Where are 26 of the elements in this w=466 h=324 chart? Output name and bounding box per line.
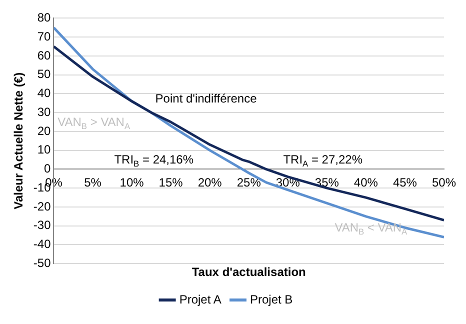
y-tick-label: 10 xyxy=(37,142,52,157)
x-tick-label: 10% xyxy=(120,176,144,190)
x-tick-label: 25% xyxy=(236,176,262,190)
legend-label: Projet A xyxy=(179,292,222,306)
y-tick-label: 30 xyxy=(37,104,52,119)
y-axis-title: Valeur Actuelle Nette (€) xyxy=(12,72,26,210)
y-tick-label: -20 xyxy=(33,199,52,214)
y-tick-label: 60 xyxy=(37,48,52,62)
y-tick-label: -50 xyxy=(33,256,52,270)
x-tick-label: 40% xyxy=(354,176,378,190)
y-tick-label: -40 xyxy=(33,237,52,252)
x-tick-label: 15% xyxy=(158,176,184,190)
y-tick-label: 40 xyxy=(37,86,52,100)
y-tick-label: 20 xyxy=(37,124,52,138)
legend-label: Projet B xyxy=(250,292,293,306)
y-tick-label: -30 xyxy=(33,218,52,232)
x-tick-label: 50% xyxy=(432,176,456,190)
x-tick-label: 20% xyxy=(198,176,222,190)
y-tick-label: 50 xyxy=(37,67,52,82)
y-tick-label: 0 xyxy=(44,162,52,176)
annotation: Point d'indifférence xyxy=(155,92,258,106)
y-tick-label: 80 xyxy=(37,10,52,25)
x-axis-title: Taux d'actualisation xyxy=(192,265,306,280)
y-tick-label: 70 xyxy=(37,29,52,44)
x-tick-label: 5% xyxy=(84,176,102,190)
x-tick-label: 45% xyxy=(392,176,418,190)
